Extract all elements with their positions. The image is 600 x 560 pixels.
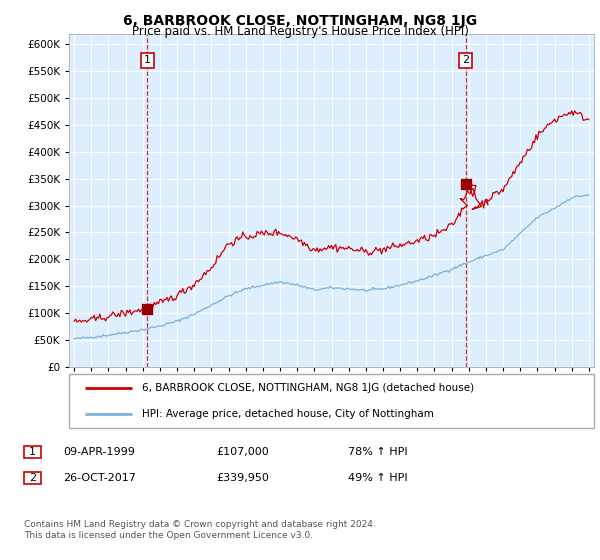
- Text: 49% ↑ HPI: 49% ↑ HPI: [348, 473, 407, 483]
- Text: 6, BARBROOK CLOSE, NOTTINGHAM, NG8 1JG (detached house): 6, BARBROOK CLOSE, NOTTINGHAM, NG8 1JG (…: [143, 384, 475, 393]
- Text: 1: 1: [144, 55, 151, 66]
- Text: £107,000: £107,000: [216, 447, 269, 457]
- Text: Price paid vs. HM Land Registry's House Price Index (HPI): Price paid vs. HM Land Registry's House …: [131, 25, 469, 38]
- Text: 09-APR-1999: 09-APR-1999: [63, 447, 135, 457]
- Text: 6, BARBROOK CLOSE, NOTTINGHAM, NG8 1JG: 6, BARBROOK CLOSE, NOTTINGHAM, NG8 1JG: [123, 14, 477, 28]
- Text: 2: 2: [29, 473, 36, 483]
- Text: 1: 1: [29, 447, 36, 457]
- Text: £339,950: £339,950: [216, 473, 269, 483]
- Text: 26-OCT-2017: 26-OCT-2017: [63, 473, 136, 483]
- Text: 78% ↑ HPI: 78% ↑ HPI: [348, 447, 407, 457]
- Text: Contains HM Land Registry data © Crown copyright and database right 2024.
This d: Contains HM Land Registry data © Crown c…: [24, 520, 376, 540]
- Text: 2: 2: [462, 55, 469, 66]
- Text: HPI: Average price, detached house, City of Nottingham: HPI: Average price, detached house, City…: [143, 409, 434, 418]
